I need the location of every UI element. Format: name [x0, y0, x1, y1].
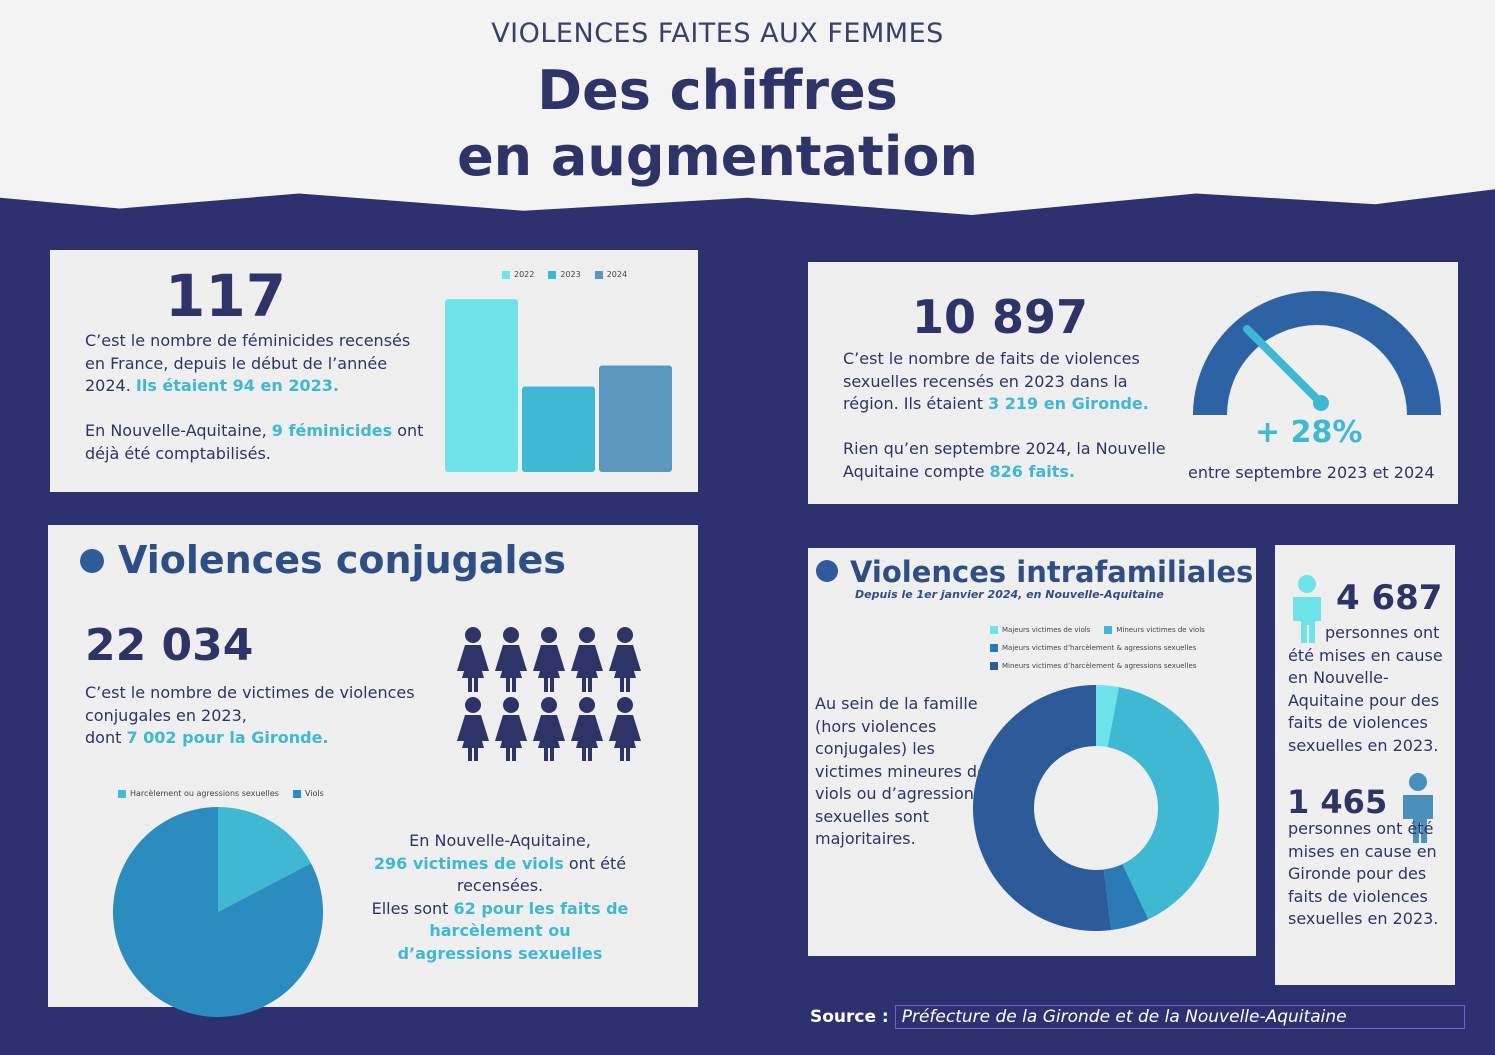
legend-item: Majeurs victimes de viols	[990, 626, 1090, 634]
legend-label: Mineurs victimes de viols	[1116, 626, 1205, 634]
woman-icon	[571, 627, 603, 692]
woman-icon	[609, 627, 641, 692]
legend-item: Viols	[292, 789, 324, 798]
intrafamiliales-donut-chart	[972, 685, 1219, 931]
bar-2022	[445, 299, 518, 472]
legend-label: Majeurs victimes d’harcèlement & agressi…	[1002, 644, 1197, 652]
person-icon	[1293, 575, 1321, 643]
feminicides-text: C’est le nombre de féminicides recensés …	[85, 331, 424, 463]
intrafamiliales-subtitle: Depuis le 1er janvier 2024, en Nouvelle-…	[855, 588, 1164, 601]
slice-1	[1107, 687, 1219, 920]
legend-item: 2023	[548, 270, 581, 279]
slice-2	[1103, 864, 1149, 931]
slice-3	[972, 685, 1112, 931]
legend-label: Majeurs victimes de viols	[1002, 626, 1091, 634]
legend-swatch	[548, 270, 557, 279]
legend-item: 2024	[594, 270, 628, 279]
legend-label: Mineurs victimes d’harcèlement & agressi…	[1002, 662, 1197, 670]
legend-swatch	[990, 626, 998, 634]
feminicides-bar-chart	[445, 299, 672, 472]
conjugales-pie-chart	[112, 807, 323, 1017]
woman-icon	[457, 627, 489, 692]
women-icons	[457, 627, 641, 761]
mis-en-cause-number-1: 4 687	[1336, 578, 1443, 618]
legend-label: 2022	[514, 270, 535, 279]
mis-en-cause-text-1: personnes ont été mises en cause en Nouv…	[1288, 623, 1443, 755]
woman-icon	[609, 697, 641, 761]
legend-item: 2022	[502, 270, 534, 279]
woman-icon	[533, 697, 565, 761]
legend-swatch	[990, 662, 998, 670]
slice-1	[112, 807, 323, 1017]
legend-item: Mineurs victimes de viols	[1104, 626, 1205, 634]
legend-swatch	[594, 270, 603, 279]
gauge-label: entre septembre 2023 et 2024	[1188, 463, 1435, 482]
legend-swatch	[990, 644, 998, 652]
pie-legend: Harcèlement ou agressions sexuelles Viols	[118, 789, 324, 798]
conjugales-text: C’est le nombre de victimes de violences…	[85, 683, 415, 747]
woman-icon	[571, 697, 603, 761]
legend-swatch	[1104, 626, 1113, 634]
conjugales-number: 22 034	[85, 620, 254, 671]
legend-label: Harcèlement ou agressions sexuelles	[130, 789, 279, 798]
legend-swatch	[118, 789, 126, 798]
intrafamiliales-text: Au sein de la famille (hors violences co…	[815, 694, 987, 848]
person-icon	[1403, 773, 1433, 843]
header-band	[0, 0, 1495, 215]
bar-2024	[599, 365, 672, 472]
legend-swatch	[292, 789, 301, 798]
bar-2023	[522, 386, 595, 472]
violences-sexuelles-number: 10 897	[912, 290, 1089, 344]
mis-en-cause-number-2: 1 465	[1287, 783, 1388, 821]
feminicides-number: 117	[165, 262, 287, 330]
gauge-value: + 28%	[1255, 415, 1363, 450]
donut-legend: Majeurs victimes de viols Mineurs victime…	[990, 626, 1230, 670]
slice-0	[218, 807, 312, 912]
mis-en-cause-text-2: personnes ont été mises en cause en Giro…	[1288, 819, 1439, 928]
intrafamiliales-heading: Violences intrafamiliales	[816, 555, 1253, 589]
page-title: Des chiffres en augmentation	[0, 58, 1465, 190]
gauge-chart	[1193, 291, 1441, 415]
woman-icon	[457, 697, 489, 761]
legend-swatch	[502, 270, 510, 279]
conjugales-text2: En Nouvelle-Aquitaine, 296 victimes de vi…	[371, 831, 629, 963]
source: Source : Préfecture de la Gironde et de l…	[810, 1005, 1465, 1029]
kicker: VIOLENCES FAITES AUX FEMMES	[491, 18, 944, 49]
woman-icon	[533, 627, 565, 692]
source-link[interactable]: Préfecture de la Gironde et de la Nouvel…	[894, 1005, 1465, 1029]
legend-label: 2024	[606, 270, 628, 279]
legend-item: Harcèlement ou agressions sexuelles	[118, 789, 279, 798]
legend-label: 2023	[560, 270, 581, 279]
slice-0	[1096, 685, 1120, 748]
conjugales-heading: Violences conjugales	[80, 538, 566, 582]
title-line: Des chiffres	[537, 59, 898, 122]
legend-label: Viols	[304, 789, 324, 798]
bar-legend: 2022 2023 2024	[502, 270, 627, 279]
legend-item: Majeurs victimes d’harcèlement & agressi…	[990, 644, 1196, 652]
title-line: en augmentation	[457, 125, 978, 188]
violences-sexuelles-text: C’est le nombre de faits de violences se…	[843, 349, 1166, 481]
woman-icon	[495, 627, 527, 692]
legend-item: Mineurs victimes d’harcèlement & agressi…	[990, 662, 1196, 670]
woman-icon	[495, 697, 527, 761]
